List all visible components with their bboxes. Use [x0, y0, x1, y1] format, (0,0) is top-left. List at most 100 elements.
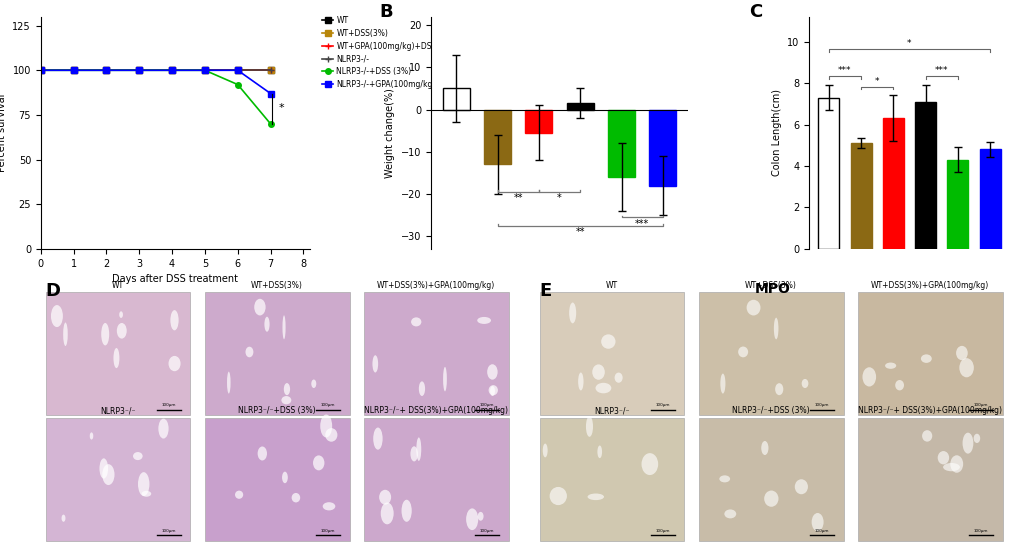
Ellipse shape — [587, 494, 603, 500]
Ellipse shape — [322, 502, 335, 510]
Text: NLRP3⁻/⁻+ DSS(3%)+GPA(100mg/kg): NLRP3⁻/⁻+ DSS(3%)+GPA(100mg/kg) — [857, 406, 1002, 415]
Text: 100μm: 100μm — [814, 403, 828, 407]
Bar — [857, 418, 1002, 540]
Text: WT: WT — [605, 281, 618, 290]
Ellipse shape — [281, 396, 291, 404]
Ellipse shape — [723, 510, 736, 519]
Ellipse shape — [282, 472, 287, 483]
Bar — [649, 110, 676, 185]
Bar — [698, 418, 843, 540]
Text: C: C — [748, 3, 761, 21]
Ellipse shape — [282, 315, 285, 339]
Bar — [539, 418, 684, 540]
Bar — [539, 292, 684, 415]
Bar — [882, 118, 903, 249]
Ellipse shape — [592, 364, 604, 380]
Ellipse shape — [372, 355, 378, 373]
Ellipse shape — [773, 317, 777, 339]
Bar — [205, 418, 350, 540]
Ellipse shape — [264, 317, 269, 332]
Ellipse shape — [943, 463, 959, 471]
Ellipse shape — [614, 373, 622, 383]
Ellipse shape — [487, 364, 497, 380]
Text: D: D — [46, 281, 60, 300]
Text: 100μm: 100μm — [480, 529, 494, 532]
Ellipse shape — [373, 428, 382, 449]
Ellipse shape — [542, 443, 547, 457]
Ellipse shape — [578, 373, 583, 390]
Ellipse shape — [291, 493, 300, 502]
Text: 100μm: 100μm — [162, 403, 176, 407]
Text: WT+DSS(3%): WT+DSS(3%) — [745, 281, 796, 290]
Ellipse shape — [100, 458, 108, 478]
Text: WT+DSS(3%): WT+DSS(3%) — [251, 281, 303, 290]
Y-axis label: Colon Length(cm): Colon Length(cm) — [770, 89, 781, 177]
Text: B: B — [379, 3, 393, 21]
Ellipse shape — [158, 419, 168, 438]
Ellipse shape — [416, 437, 421, 461]
Bar — [817, 97, 839, 249]
Ellipse shape — [234, 491, 243, 499]
Ellipse shape — [102, 464, 114, 485]
Text: MPO: MPO — [754, 281, 790, 296]
Bar — [525, 110, 551, 133]
Bar — [46, 292, 191, 415]
Text: 100μm: 100μm — [814, 529, 828, 532]
Y-axis label: Weight change(%): Weight change(%) — [385, 88, 395, 178]
Ellipse shape — [61, 515, 65, 522]
Bar — [850, 143, 870, 249]
Ellipse shape — [895, 380, 903, 390]
Ellipse shape — [884, 363, 896, 369]
Text: 100μm: 100μm — [480, 403, 494, 407]
Ellipse shape — [962, 433, 972, 453]
Ellipse shape — [549, 487, 567, 505]
Ellipse shape — [101, 323, 109, 345]
Ellipse shape — [168, 356, 180, 371]
Bar — [484, 110, 511, 164]
Ellipse shape — [138, 472, 150, 496]
Ellipse shape — [595, 383, 610, 393]
Ellipse shape — [466, 509, 478, 530]
Text: WT+DSS(3%)+GPA(100mg/kg): WT+DSS(3%)+GPA(100mg/kg) — [377, 281, 495, 290]
Ellipse shape — [950, 455, 962, 473]
Ellipse shape — [477, 317, 490, 324]
Bar — [914, 102, 935, 249]
Ellipse shape — [794, 479, 807, 494]
Bar — [607, 110, 635, 177]
Bar — [442, 89, 469, 110]
Ellipse shape — [921, 430, 931, 442]
Ellipse shape — [379, 490, 390, 505]
Ellipse shape — [489, 386, 494, 396]
Bar — [567, 103, 593, 110]
Ellipse shape — [119, 311, 123, 318]
Text: NLRP3⁻/⁻: NLRP3⁻/⁻ — [100, 406, 136, 415]
Legend: WT, WT+DSS(3%), WT+GPA(100mg/kg)+DSS(3%), NLRP3-/-, NLRP3-/-+DSS (3%), NLRP3-/-+: WT, WT+DSS(3%), WT+GPA(100mg/kg)+DSS(3%)… — [322, 16, 475, 89]
Text: WT: WT — [112, 281, 124, 290]
Ellipse shape — [955, 346, 967, 360]
Text: 100μm: 100μm — [655, 403, 669, 407]
Text: **: ** — [513, 193, 523, 203]
Ellipse shape — [254, 299, 265, 315]
Text: ***: *** — [635, 218, 649, 228]
Ellipse shape — [760, 441, 767, 455]
Ellipse shape — [380, 502, 393, 524]
Ellipse shape — [597, 446, 601, 458]
Ellipse shape — [246, 346, 253, 358]
Ellipse shape — [90, 432, 93, 439]
Text: E: E — [539, 281, 551, 300]
Text: ***: *** — [934, 66, 948, 75]
Ellipse shape — [117, 323, 126, 339]
Text: *: * — [556, 193, 561, 203]
Ellipse shape — [132, 452, 143, 460]
Ellipse shape — [258, 447, 267, 461]
Ellipse shape — [774, 383, 783, 395]
Text: 100μm: 100μm — [162, 529, 176, 532]
Text: *: * — [278, 103, 284, 113]
Ellipse shape — [763, 491, 777, 507]
Ellipse shape — [419, 382, 425, 396]
Ellipse shape — [283, 383, 289, 395]
Ellipse shape — [63, 323, 67, 346]
Ellipse shape — [920, 354, 931, 363]
Text: 100μm: 100μm — [973, 403, 987, 407]
Ellipse shape — [746, 300, 760, 315]
